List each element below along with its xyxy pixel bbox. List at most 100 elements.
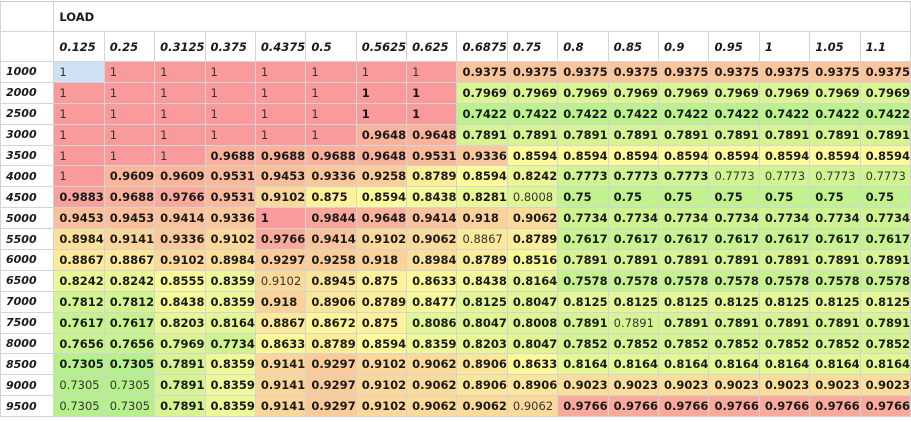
table-cell[interactable]: 0.8633 <box>406 269 458 292</box>
table-cell[interactable]: 0.9102 <box>254 186 307 209</box>
table-cell[interactable]: 0.9375 <box>859 61 911 83</box>
table-cell[interactable]: 0.7891 <box>456 123 508 146</box>
table-cell[interactable]: 0.7891 <box>809 249 861 271</box>
table-cell[interactable]: 0.7891 <box>758 311 811 334</box>
table-cell[interactable]: 0.7305 <box>103 374 156 397</box>
table-cell[interactable]: 1 <box>355 102 408 125</box>
table-cell[interactable]: 0.75 <box>658 186 710 209</box>
table-cell[interactable]: 0.7578 <box>859 269 911 292</box>
table-cell[interactable]: 0.9766 <box>607 395 660 418</box>
table-cell[interactable]: 0.9648 <box>355 123 408 146</box>
table-cell[interactable]: 0.9141 <box>254 395 307 418</box>
table-cell[interactable]: 0.7422 <box>708 102 760 125</box>
column-header[interactable]: 0.125 <box>53 31 105 62</box>
table-cell[interactable]: 0.9453 <box>254 165 307 188</box>
table-cell[interactable]: 0.9414 <box>406 207 458 230</box>
table-cell[interactable]: 0.9375 <box>708 61 760 83</box>
row-header[interactable]: 8000 <box>0 332 55 355</box>
table-cell[interactable]: 0.9062 <box>406 228 458 251</box>
table-cell[interactable]: 0.9023 <box>708 374 760 397</box>
table-cell[interactable]: 0.9414 <box>305 228 357 251</box>
table-cell[interactable]: 0.7891 <box>758 123 811 146</box>
column-header[interactable]: 0.375 <box>204 31 256 62</box>
table-cell[interactable]: 1 <box>305 102 357 125</box>
table-cell[interactable]: 0.7656 <box>103 332 156 355</box>
table-cell[interactable]: 0.9023 <box>809 374 861 397</box>
table-cell[interactable]: 0.7969 <box>809 81 861 104</box>
table-cell[interactable]: 0.7734 <box>809 207 861 230</box>
table-cell[interactable]: 0.8633 <box>254 332 307 355</box>
table-cell[interactable]: 0.9297 <box>305 353 357 376</box>
row-header[interactable]: 5000 <box>0 207 55 230</box>
table-cell[interactable]: 0.7734 <box>658 207 710 230</box>
table-cell[interactable]: 0.7891 <box>658 311 710 334</box>
table-cell[interactable]: 1 <box>53 61 105 83</box>
row-header[interactable]: 7000 <box>0 290 55 313</box>
table-cell[interactable]: 0.7305 <box>53 353 105 376</box>
table-cell[interactable]: 0.8125 <box>658 290 710 313</box>
table-cell[interactable]: 0.8594 <box>859 144 911 167</box>
table-cell[interactable]: 0.9375 <box>607 61 660 83</box>
table-cell[interactable]: 0.7891 <box>154 353 206 376</box>
table-cell[interactable]: 0.7734 <box>204 332 256 355</box>
table-cell[interactable]: 0.8086 <box>406 311 458 334</box>
table-cell[interactable]: 0.7773 <box>859 165 911 188</box>
table-cell[interactable]: 0.7773 <box>557 165 609 188</box>
table-cell[interactable]: 0.7734 <box>859 207 911 230</box>
table-cell[interactable]: 0.7891 <box>557 311 609 334</box>
table-cell[interactable]: 0.75 <box>607 186 660 209</box>
table-cell[interactable]: 0.9375 <box>658 61 710 83</box>
table-cell[interactable]: 0.7969 <box>607 81 660 104</box>
table-cell[interactable]: 0.9688 <box>305 144 357 167</box>
table-cell[interactable]: 0.8008 <box>506 186 559 209</box>
table-cell[interactable]: 1 <box>254 102 307 125</box>
table-cell[interactable]: 0.8164 <box>658 353 710 376</box>
table-cell[interactable]: 0.9766 <box>809 395 861 418</box>
table-cell[interactable]: 0.8516 <box>506 249 559 271</box>
table-cell[interactable]: 0.7969 <box>456 81 508 104</box>
table-cell[interactable]: 1 <box>406 61 458 83</box>
row-header[interactable]: 5500 <box>0 228 55 251</box>
table-cell[interactable]: 0.7578 <box>708 269 760 292</box>
table-cell[interactable]: 1 <box>154 61 206 83</box>
table-cell[interactable]: 1 <box>154 123 206 146</box>
table-cell[interactable]: 0.8594 <box>456 165 508 188</box>
table-cell[interactable]: 1 <box>53 102 105 125</box>
table-cell[interactable]: 0.7891 <box>859 249 911 271</box>
row-header[interactable]: 6000 <box>0 249 55 271</box>
table-cell[interactable]: 0.8125 <box>607 290 660 313</box>
row-header[interactable]: 8500 <box>0 353 55 376</box>
table-cell[interactable]: 0.9766 <box>154 186 206 209</box>
table-cell[interactable]: 0.7852 <box>859 332 911 355</box>
table-cell[interactable]: 0.9766 <box>708 395 760 418</box>
table-cell[interactable]: 0.8164 <box>859 353 911 376</box>
table-cell[interactable]: 0.7617 <box>758 228 811 251</box>
table-cell[interactable]: 0.9023 <box>607 374 660 397</box>
table-cell[interactable]: 0.7422 <box>758 102 811 125</box>
table-cell[interactable]: 0.9766 <box>758 395 811 418</box>
table-cell[interactable]: 0.9062 <box>506 395 559 418</box>
table-cell[interactable]: 0.9297 <box>305 395 357 418</box>
table-cell[interactable]: 0.7422 <box>456 102 508 125</box>
table-cell[interactable]: 0.918 <box>254 290 307 313</box>
table-cell[interactable]: 0.9883 <box>53 186 105 209</box>
table-cell[interactable]: 0.9609 <box>154 165 206 188</box>
table-cell[interactable]: 0.7773 <box>658 165 710 188</box>
table-cell[interactable]: 0.8789 <box>456 249 508 271</box>
table-cell[interactable]: 0.918 <box>456 207 508 230</box>
table-cell[interactable]: 1 <box>355 81 408 104</box>
table-cell[interactable]: 0.7305 <box>103 353 156 376</box>
table-cell[interactable]: 0.8281 <box>456 186 508 209</box>
table-cell[interactable]: 0.7969 <box>658 81 710 104</box>
table-cell[interactable]: 0.9023 <box>658 374 710 397</box>
table-cell[interactable]: 0.8164 <box>557 353 609 376</box>
table-cell[interactable]: 0.8594 <box>557 144 609 167</box>
table-cell[interactable]: 0.9062 <box>406 353 458 376</box>
table-cell[interactable]: 0.7891 <box>154 374 206 397</box>
table-cell[interactable]: 0.7891 <box>708 123 760 146</box>
table-cell[interactable]: 0.8984 <box>53 228 105 251</box>
table-cell[interactable]: 0.7891 <box>809 123 861 146</box>
table-cell[interactable]: 0.7734 <box>607 207 660 230</box>
table-cell[interactable]: 0.9453 <box>53 207 105 230</box>
row-header[interactable]: 4000 <box>0 165 55 188</box>
